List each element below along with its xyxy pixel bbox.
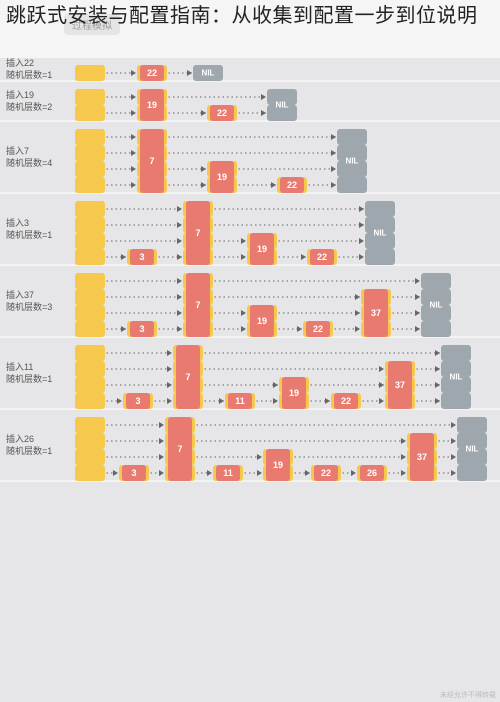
node-label: 19 xyxy=(217,172,227,182)
head-node xyxy=(78,201,102,265)
node-label: 22 xyxy=(287,180,297,190)
skip-list-step: 插入37 随机层数=337192237NIL xyxy=(0,266,500,338)
skip-list-svg: 3 7 19 22 NIL xyxy=(0,198,500,270)
skip-list-step: 插入22 随机层数=1 22 NIL xyxy=(0,58,500,82)
head-node xyxy=(78,65,102,81)
skip-list-step: 插入3 随机层数=1 3 7 19 22 NIL xyxy=(0,194,500,266)
skip-list-svg: 19 22 NIL xyxy=(0,86,500,126)
node-label: 11 xyxy=(235,396,245,406)
node-label: NIL xyxy=(430,301,443,310)
step-label: 插入26 随机层数=1 xyxy=(6,434,52,457)
node-label: 3 xyxy=(131,468,136,478)
step-label: 插入37 随机层数=3 xyxy=(6,290,52,313)
step-label: 插入11 随机层数=1 xyxy=(6,362,52,385)
node-label: 19 xyxy=(273,460,283,470)
node-label: 3 xyxy=(135,396,140,406)
head-node xyxy=(78,129,102,193)
node-label: 22 xyxy=(217,108,227,118)
node-label: 19 xyxy=(147,100,157,110)
node-label: 3 xyxy=(139,324,144,334)
node-label: NIL xyxy=(374,229,387,238)
step-label: 插入19 随机层数=2 xyxy=(6,90,52,113)
page-title: 跳跃式安装与配置指南：从收集到配置一步到位说明 xyxy=(0,0,500,34)
node-label: 22 xyxy=(341,396,351,406)
node-label: NIL xyxy=(450,373,463,382)
head-node xyxy=(78,273,102,337)
node-label: 37 xyxy=(395,380,405,390)
skip-list-svg: 371119222637NIL xyxy=(0,414,500,486)
skip-list-step: 插入7 随机层数=4 7 19 22 NIL xyxy=(0,122,500,194)
node-label: 37 xyxy=(417,452,427,462)
node-label: 22 xyxy=(313,324,323,334)
step-label: 插入7 随机层数=4 xyxy=(6,146,52,169)
diagram-canvas: 插入22 随机层数=122NIL插入19 随机层数=21922NIL插入7 随机… xyxy=(0,58,500,702)
skip-list-svg: 7 19 22 NIL xyxy=(0,126,500,198)
skip-list-svg: 3711192237NIL xyxy=(0,342,500,414)
head-node xyxy=(78,345,102,409)
watermark: 未经允许不得转载 xyxy=(440,690,496,700)
node-label: 19 xyxy=(289,388,299,398)
node-label: NIL xyxy=(466,445,479,454)
node-label: NIL xyxy=(202,69,215,78)
node-label: NIL xyxy=(346,157,359,166)
node-label: 7 xyxy=(149,156,154,166)
node-label: 11 xyxy=(223,468,233,478)
step-label: 插入3 随机层数=1 xyxy=(6,218,52,241)
node-label: 7 xyxy=(177,444,182,454)
head-node xyxy=(78,417,102,481)
skip-list-svg: 37192237NIL xyxy=(0,270,500,342)
node-label: 7 xyxy=(195,300,200,310)
node-label: 19 xyxy=(257,316,267,326)
skip-list-step: 插入11 随机层数=13711192237NIL xyxy=(0,338,500,410)
node-label: 37 xyxy=(371,308,381,318)
step-label: 插入22 随机层数=1 xyxy=(6,58,52,81)
node-label: 7 xyxy=(185,372,190,382)
node-label: 26 xyxy=(367,468,377,478)
skip-list-step: 插入26 随机层数=1371119222637NIL xyxy=(0,410,500,482)
node-label: 22 xyxy=(147,68,157,78)
skip-list-step: 插入19 随机层数=2 19 22 NIL xyxy=(0,82,500,122)
head-node xyxy=(78,89,102,121)
node-label: 19 xyxy=(257,244,267,254)
node-label: 22 xyxy=(317,252,327,262)
node-label: 3 xyxy=(139,252,144,262)
node-label: NIL xyxy=(276,101,289,110)
node-label: 7 xyxy=(195,228,200,238)
node-label: 22 xyxy=(321,468,331,478)
